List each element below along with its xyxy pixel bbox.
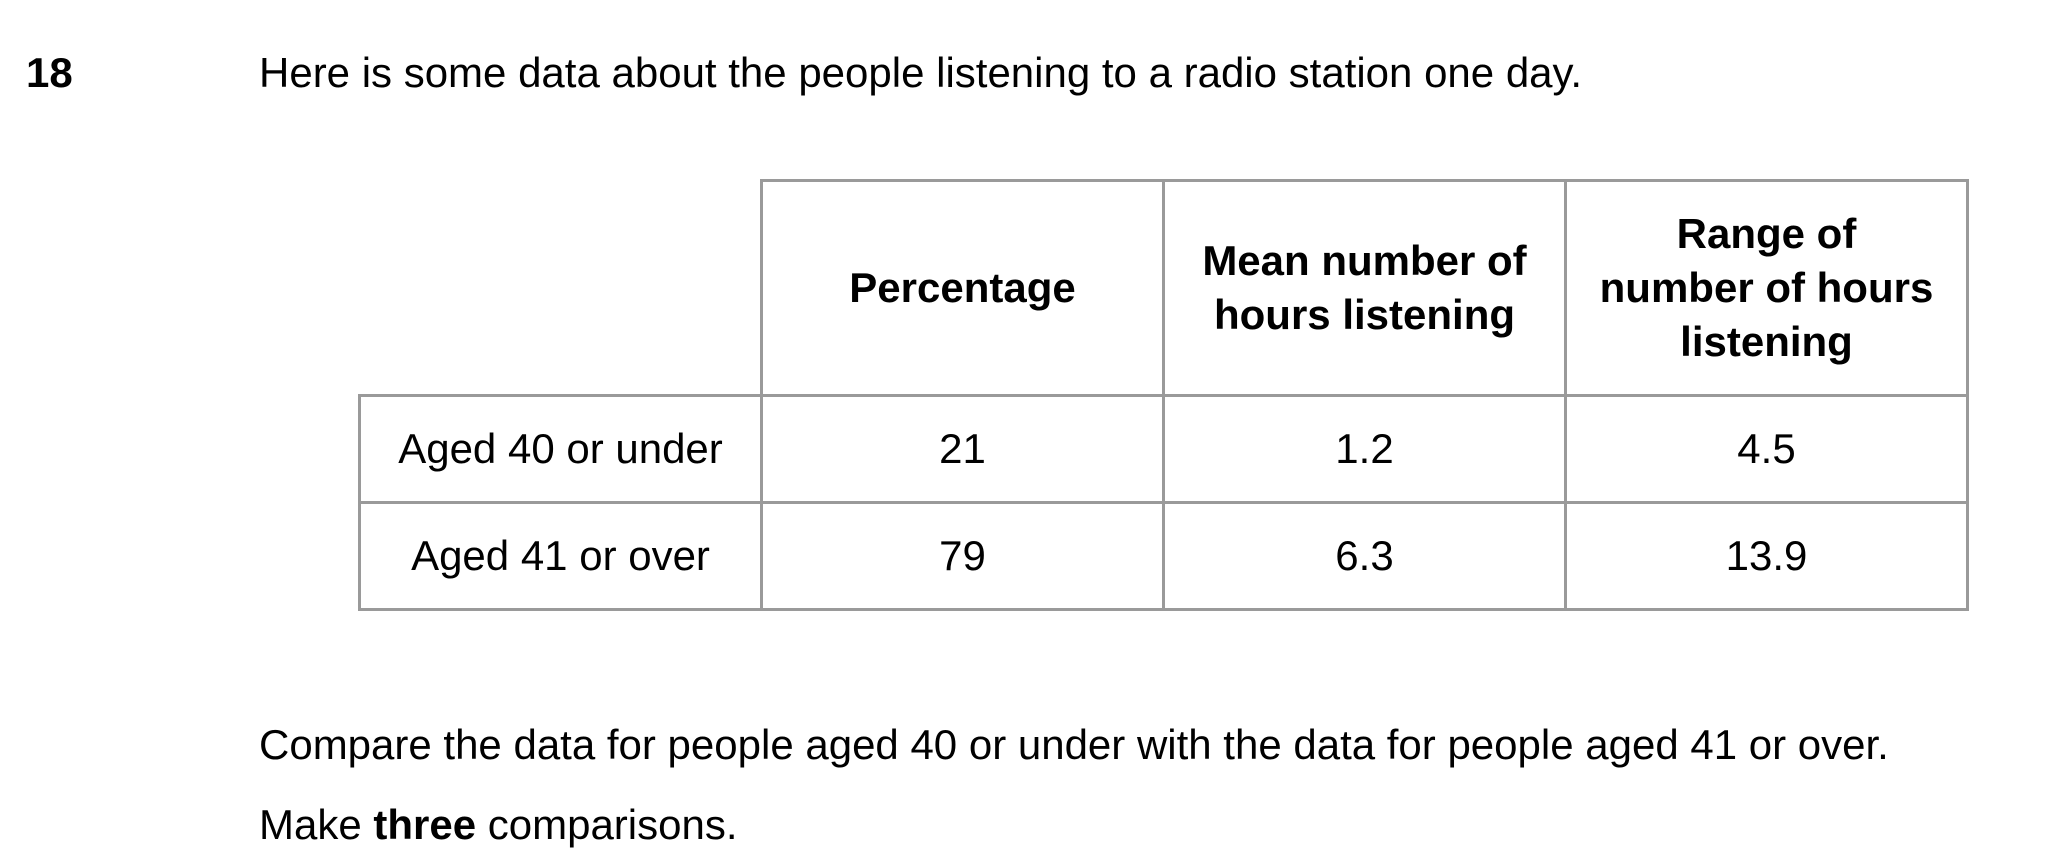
cell-range: 13.9 [1564,501,1969,611]
row-label: Aged 40 or under [358,394,763,504]
header-mean-hours: Mean number of hours listening [1162,179,1567,397]
header-range-hours-text: Range of number of hours listening [1599,210,1934,365]
header-percentage: Percentage [760,179,1165,397]
question-intro: Here is some data about the people liste… [259,49,1583,96]
table-header-row: Percentage Mean number of hours listenin… [359,179,1969,397]
make-bold-word: three [373,801,477,848]
make-prefix: Make [259,801,374,848]
compare-instruction: Compare the data for people aged 40 or u… [259,721,1889,768]
cell-mean: 1.2 [1162,394,1567,504]
cell-percentage: 79 [760,501,1165,611]
header-mean-hours-text: Mean number of hours listening [1202,237,1527,338]
make-suffix: comparisons. [476,801,738,848]
cell-range: 4.5 [1564,394,1969,504]
make-comparisons-instruction: Make three comparisons. [259,804,738,846]
table-row: Aged 41 or over 79 6.3 13.9 [358,501,1969,611]
cell-mean: 6.3 [1162,501,1567,611]
cell-percentage: 21 [760,394,1165,504]
table-row: Aged 40 or under 21 1.2 4.5 [358,394,1969,504]
header-range-hours: Range of number of hours listening [1564,179,1969,397]
radio-listening-table: Percentage Mean number of hours listenin… [358,179,1969,611]
row-label: Aged 41 or over [358,501,763,611]
table-corner-cell [359,180,763,397]
question-number: 18 [26,49,73,96]
